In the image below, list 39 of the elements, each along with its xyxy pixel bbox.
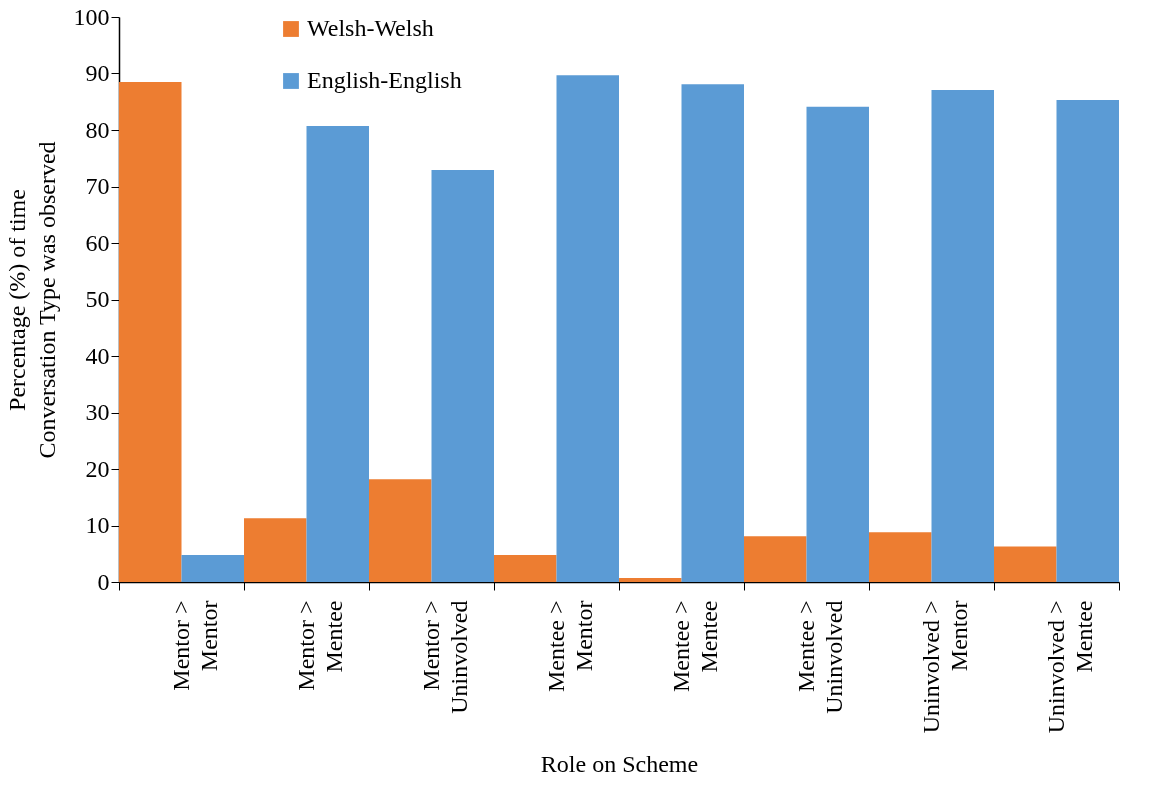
x-tick-label: Uninvolved > Mentor <box>918 600 972 734</box>
bar <box>744 536 807 582</box>
y-tick-label: 20 <box>85 455 110 482</box>
bar <box>244 518 307 582</box>
x-tick-label: Mentee > Mentor <box>543 600 597 692</box>
bar <box>681 84 744 582</box>
y-tick-label: 70 <box>85 173 110 199</box>
y-tick-label: 10 <box>85 512 110 538</box>
x-tick-label: Mentor > Mentor <box>168 600 222 691</box>
bar <box>556 75 619 582</box>
bar <box>1056 100 1119 582</box>
bar <box>869 532 932 582</box>
bar <box>119 81 182 582</box>
bar <box>931 89 994 582</box>
legend-label: English-English <box>307 67 462 93</box>
x-tick-label: Mentee > Mentee <box>668 600 722 692</box>
y-axis-title: Percentage (%) of time Conversation Type was observed <box>3 141 60 459</box>
x-tick-label: Mentor > Mentee <box>293 600 347 691</box>
y-tick-label: 60 <box>85 229 110 256</box>
y-tick-label: 40 <box>85 342 110 369</box>
y-tick-label: 100 <box>73 3 110 30</box>
y-tick-label: 0 <box>97 568 110 595</box>
y-tick-label: 30 <box>85 399 110 425</box>
x-axis-title: Role on Scheme <box>540 751 699 778</box>
y-tick-label: 90 <box>85 60 110 86</box>
legend-label: Welsh-Welsh <box>307 15 434 41</box>
bar <box>181 554 244 582</box>
x-tick-label: Mentor > Uninvolved <box>418 600 472 714</box>
x-tick-label: Uninvolved > Mentee <box>1043 600 1097 734</box>
bar <box>306 126 369 582</box>
bar <box>494 554 557 582</box>
bar <box>806 106 869 582</box>
bar <box>431 170 494 582</box>
bar <box>994 546 1057 582</box>
x-tick-label: Mentee > Uninvolved <box>793 600 847 714</box>
y-tick-label: 50 <box>85 286 110 312</box>
y-tick-label: 80 <box>85 116 110 143</box>
bar <box>369 479 432 582</box>
bar <box>619 578 682 582</box>
